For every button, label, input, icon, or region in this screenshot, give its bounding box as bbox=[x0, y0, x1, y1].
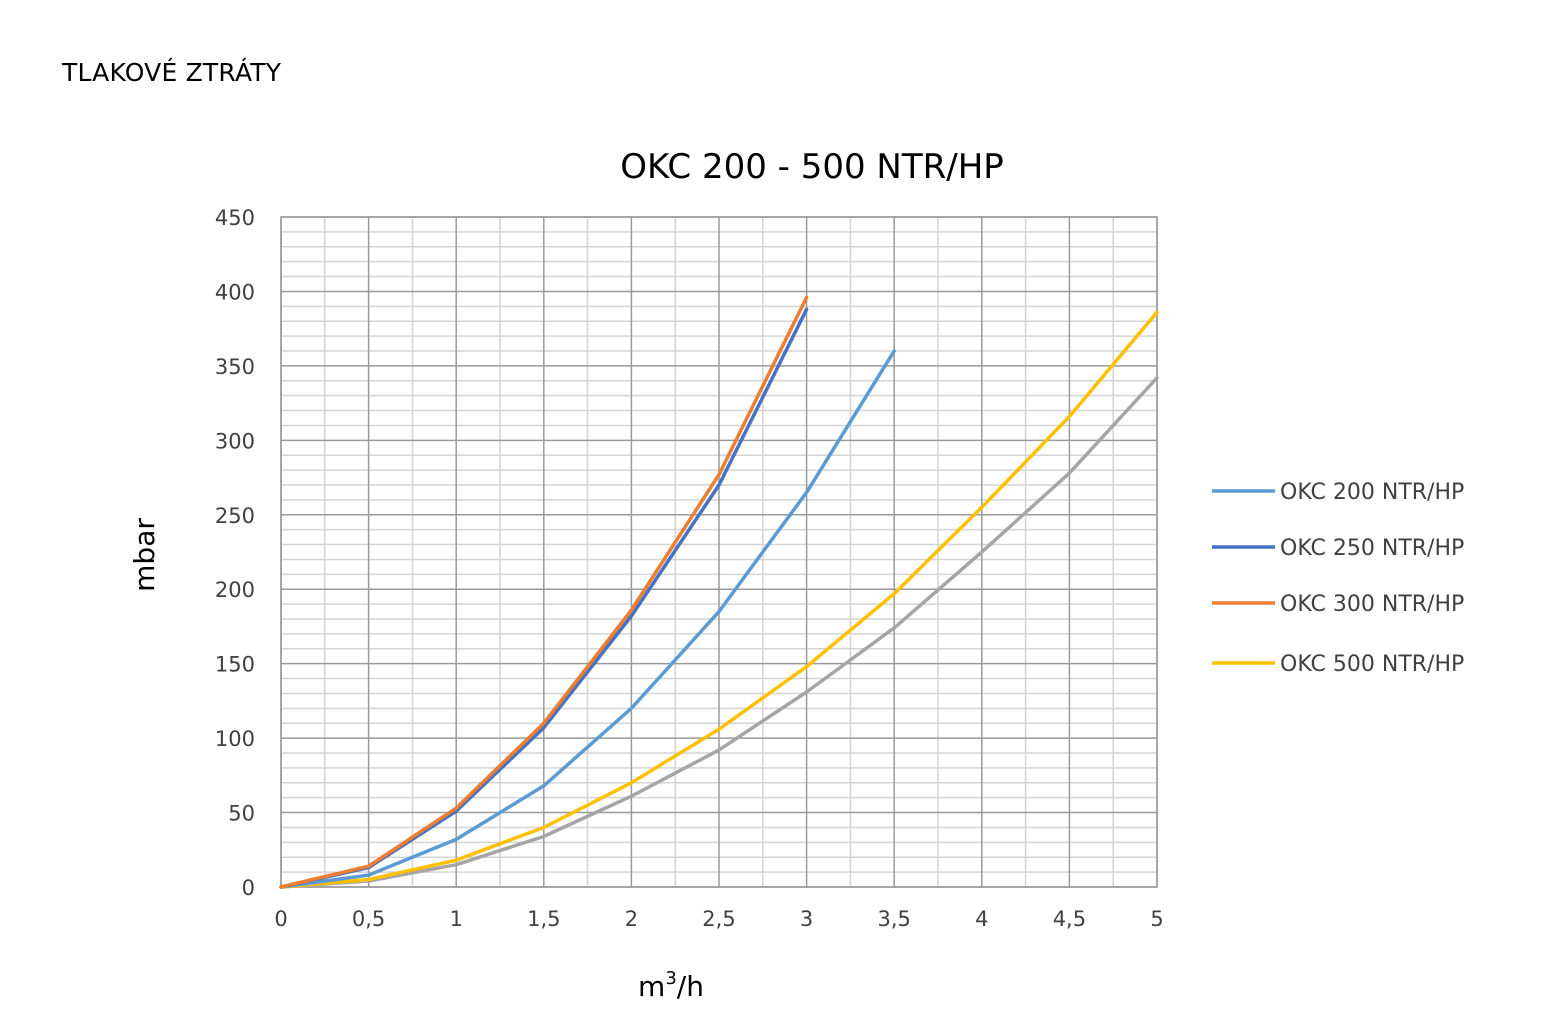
x-tick-label: 5 bbox=[1150, 907, 1163, 931]
y-tick-label: 150 bbox=[215, 653, 255, 677]
y-axis-title: mbar bbox=[128, 518, 161, 592]
y-tick-label: 200 bbox=[215, 578, 255, 602]
series-line-unlabeled-grey bbox=[279, 376, 1159, 889]
x-tick-label: 2 bbox=[625, 907, 638, 931]
plot-area-border bbox=[280, 216, 1158, 888]
x-axis-title-base: m bbox=[638, 970, 665, 1003]
x-axis-ticks: 0 0,5 1 1,5 2 2,5 3 3,5 4 4,5 5 bbox=[274, 907, 1163, 931]
legend-item: OKC 200 NTR/HP bbox=[1212, 480, 1464, 505]
y-tick-label: 450 bbox=[215, 206, 255, 230]
series-line-okc-200-ntr-hp bbox=[279, 349, 896, 889]
x-tick-label: 0,5 bbox=[352, 907, 385, 931]
x-axis-title: m3/h bbox=[638, 968, 704, 1003]
x-tick-label: 4,5 bbox=[1053, 907, 1086, 931]
series-line-okc-500-ntr-hp bbox=[279, 310, 1159, 889]
x-tick-label: 1,5 bbox=[527, 907, 560, 931]
y-tick-label: 100 bbox=[215, 727, 255, 751]
y-tick-label: 350 bbox=[215, 355, 255, 379]
series-line-okc-300-ntr-hp bbox=[279, 295, 809, 889]
page-heading: TLAKOVÉ ZTRÁTY bbox=[62, 58, 282, 87]
legend-item: OKC 500 NTR/HP bbox=[1212, 652, 1464, 677]
y-tick-label: 250 bbox=[215, 504, 255, 528]
x-axis-title-sup: 3 bbox=[665, 968, 676, 989]
y-tick-label: 50 bbox=[228, 802, 255, 826]
x-tick-label: 0 bbox=[274, 907, 287, 931]
x-tick-label: 2,5 bbox=[702, 907, 735, 931]
legend-label: OKC 300 NTR/HP bbox=[1280, 592, 1464, 617]
y-tick-label: 0 bbox=[242, 876, 255, 900]
x-tick-label: 3 bbox=[800, 907, 813, 931]
legend-item: OKC 300 NTR/HP bbox=[1212, 592, 1464, 617]
x-tick-label: 3,5 bbox=[877, 907, 910, 931]
series-lines bbox=[279, 295, 1159, 889]
x-axis-title-rest: /h bbox=[677, 970, 704, 1003]
x-tick-label: 4 bbox=[975, 907, 988, 931]
chart-legend: OKC 200 NTR/HP OKC 250 NTR/HP OKC 300 NTR/… bbox=[1212, 480, 1464, 677]
legend-label: OKC 500 NTR/HP bbox=[1280, 652, 1464, 677]
y-tick-label: 300 bbox=[215, 429, 255, 453]
y-axis-ticks: 0 50 100 150 200 250 300 350 400 450 bbox=[215, 206, 255, 900]
chart-title: OKC 200 - 500 NTR/HP bbox=[620, 147, 1004, 187]
y-tick-label: 400 bbox=[215, 280, 255, 304]
legend-item: OKC 250 NTR/HP bbox=[1212, 536, 1464, 561]
legend-label: OKC 200 NTR/HP bbox=[1280, 480, 1464, 505]
x-tick-label: 1 bbox=[450, 907, 463, 931]
legend-label: OKC 250 NTR/HP bbox=[1280, 536, 1464, 561]
